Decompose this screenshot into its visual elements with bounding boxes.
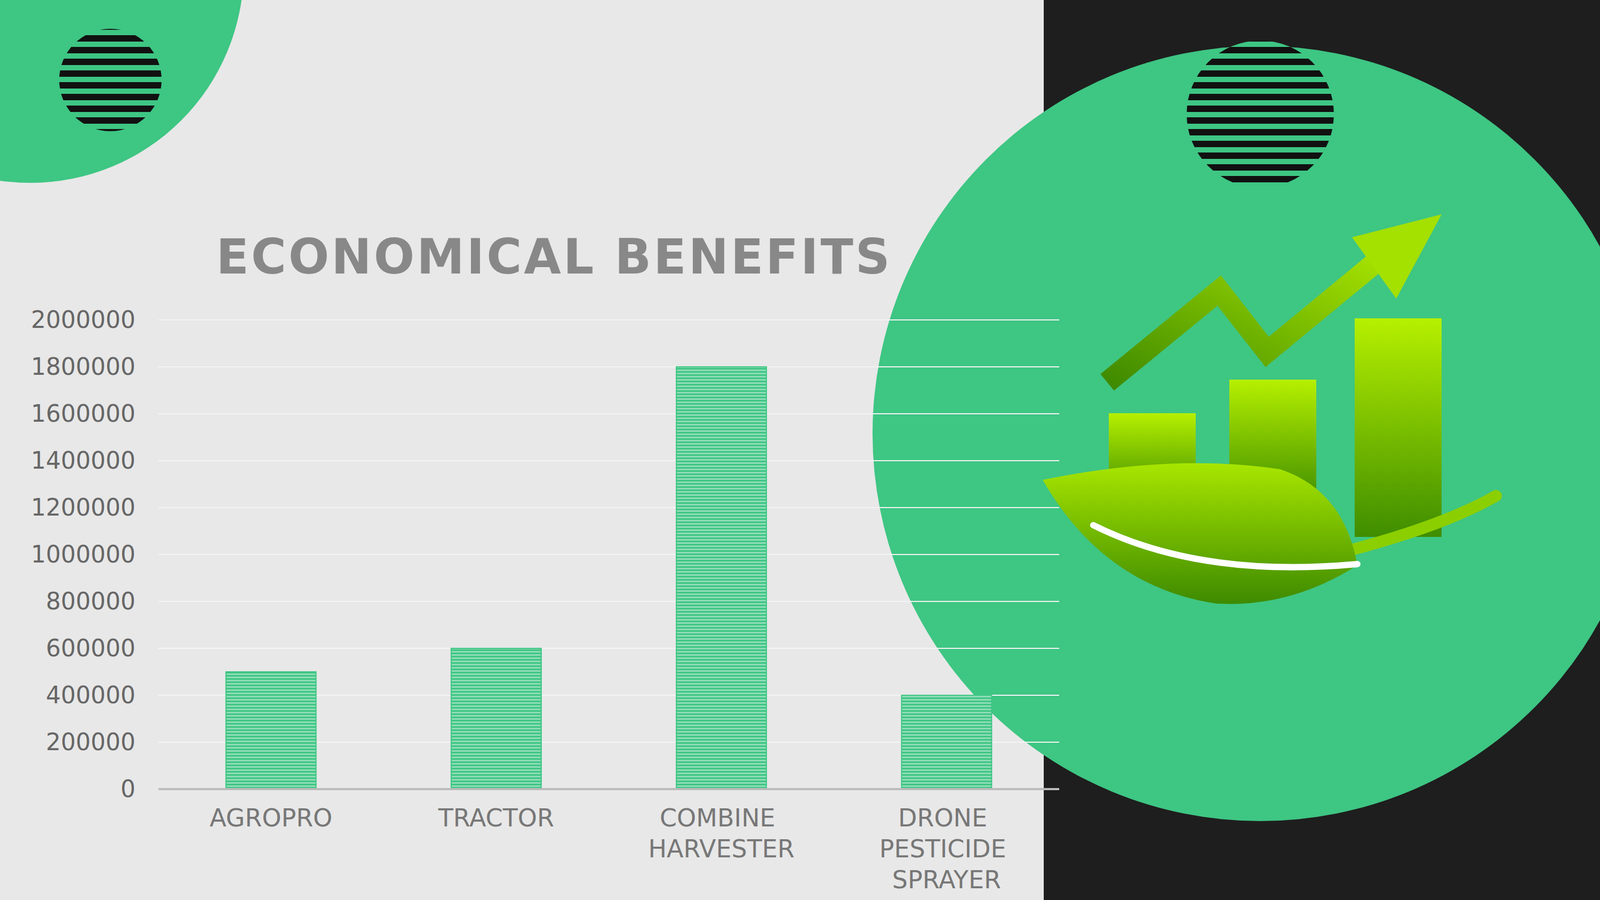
bars (226, 366, 992, 790)
icon-swoosh (1333, 496, 1496, 555)
corner-circle (0, 0, 244, 183)
bar (676, 366, 767, 790)
icon-arrow (1107, 253, 1387, 383)
grid-line (158, 460, 1060, 462)
x-tick-label: DRONE PESTICIDE SPRAYER (879, 803, 1014, 895)
y-tick-label: 1200000 (30, 493, 136, 522)
slide: ECONOMICAL BENEFITS 0 200000 400000 600000 80… (0, 0, 1600, 900)
label-line: TRACTOR (437, 803, 555, 833)
bar (901, 695, 992, 790)
y-tick-label: 600000 (45, 634, 136, 662)
grid-line (158, 413, 1060, 415)
grid-line (158, 366, 1060, 368)
y-tick-label: 1800000 (30, 353, 136, 381)
striped-circle (1186, 40, 1334, 188)
grid-line (158, 507, 1060, 509)
growth-icon (1042, 214, 1496, 605)
icon-leaf-highlight (1093, 525, 1358, 568)
slide-canvas: ECONOMICAL BENEFITS 0 200000 400000 600000 80… (0, 0, 1600, 900)
label-line: SPRAYER (892, 865, 1002, 895)
icon-bar (1354, 318, 1442, 538)
x-axis-line (158, 788, 1060, 791)
y-tick-label: 1600000 (30, 400, 136, 428)
icon-leaf (1042, 463, 1358, 605)
y-tick-label: 0 (120, 775, 136, 803)
bar (451, 648, 542, 790)
y-tick-label: 1400000 (30, 446, 136, 475)
x-tick-label: AGROPRO (209, 803, 333, 833)
striped-circle (59, 28, 162, 132)
y-tick-label: 1000000 (30, 540, 136, 568)
y-tick-label: 2000000 (30, 306, 136, 334)
label-line: AGROPRO (209, 803, 333, 833)
label-line: PESTICIDE (879, 834, 1014, 864)
y-tick-label: 400000 (45, 681, 136, 709)
label-line: COMBINE (659, 803, 783, 833)
icon-arrowhead (1352, 214, 1442, 299)
bar (226, 672, 317, 790)
label-line: HARVESTER (648, 834, 795, 864)
grid-line (158, 319, 1060, 321)
grid-line (158, 648, 1060, 650)
grid-line (158, 601, 1060, 603)
chart-title: ECONOMICAL BENEFITS (216, 228, 892, 285)
grid-line (158, 554, 1060, 556)
y-tick-label: 800000 (45, 587, 136, 615)
y-tick-label: 200000 (45, 728, 136, 756)
label-line: DRONE (898, 803, 996, 833)
x-tick-label: COMBINE HARVESTER (648, 803, 795, 864)
x-tick-label: TRACTOR (437, 803, 555, 833)
